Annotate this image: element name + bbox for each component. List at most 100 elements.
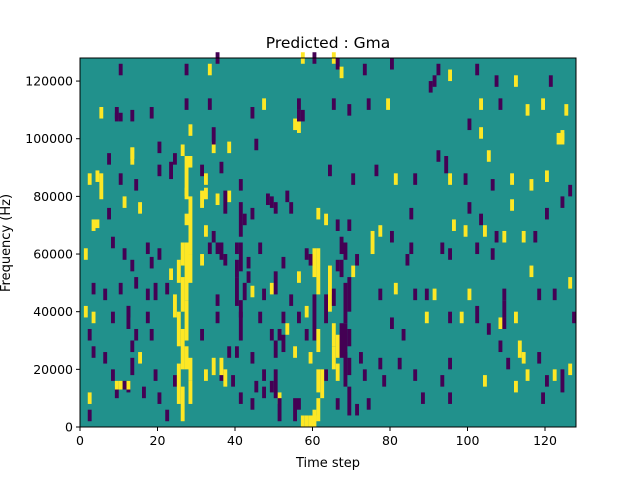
heatmap-cell [541,392,545,404]
heatmap-cell [362,63,367,76]
heatmap-cell [312,248,317,278]
heatmap-cell [235,242,239,255]
heatmap-cell [343,352,348,387]
heatmap-cell [328,265,332,295]
heatmap-cell [424,311,429,324]
heatmap-cell [339,323,344,358]
heatmap-cell [219,161,224,174]
heatmap-cell [122,196,127,208]
heatmap-cell [130,109,135,122]
heatmap-cell [545,375,549,387]
heatmap-cell [494,230,499,243]
heatmap-cell [235,346,239,358]
heatmap-cell [297,98,301,110]
heatmap-cell [118,173,123,185]
heatmap-cell [200,328,204,341]
heatmap-cell [316,398,321,422]
heatmap-cell [521,352,526,364]
heatmap-cell [173,375,177,387]
heatmap-cell [223,254,228,266]
heatmap-cell [211,357,216,376]
heatmap-cell [157,248,162,260]
heatmap-cell [413,288,418,301]
y-tick-label: 40000 [33,304,73,319]
heatmap-cell [297,271,301,283]
heatmap-cell [254,138,259,151]
heatmap-cell [242,282,247,301]
heatmap-cell [176,311,181,347]
heatmap-cell [347,386,352,416]
heatmap-cell [200,254,204,266]
heatmap-cell [277,398,282,422]
heatmap-cell [343,323,348,358]
heatmap-cell [378,288,383,301]
heatmap-cell [118,112,123,122]
heatmap-cell [347,357,352,376]
heatmap-cell [320,369,325,399]
heatmap-cell [215,193,220,206]
heatmap-cell [215,311,220,324]
plot-area [79,52,577,428]
heatmap-cell [235,277,239,306]
heatmap-cell [184,213,189,226]
heatmap-cell [269,328,274,341]
heatmap-cell [362,369,367,381]
heatmap-cell [269,380,274,393]
heatmap-cell [486,323,491,335]
heatmap-cell [149,256,154,269]
heatmap-cell [545,207,549,220]
heatmap-cell [173,153,177,165]
heatmap-cell [111,311,115,324]
heatmap-cell [126,305,131,329]
heatmap-cell [262,98,266,110]
heatmap-cell [200,164,204,177]
heatmap-cell [339,66,344,79]
heatmap-cell [273,340,278,358]
heatmap-cell [207,63,212,76]
heatmap-cell [409,242,414,255]
heatmap-cell [339,259,344,278]
heatmap-cell [490,248,495,260]
heatmap-cell [250,352,255,364]
heatmap-cell [238,392,243,404]
heatmap-cell [188,156,193,168]
heatmap-cell [297,311,301,324]
heatmap-cell [297,121,301,133]
heatmap-cell [126,380,131,390]
heatmap-cell [343,242,348,260]
heatmap-cell [401,328,406,341]
heatmap-cell [548,75,553,87]
heatmap-cell [390,230,394,243]
heatmap-cell [448,173,452,185]
heatmap-cell [564,104,569,116]
heatmap-cell [99,173,104,200]
heatmap-cell [514,75,518,87]
heatmap-cell [134,277,139,289]
heatmap-cell [184,63,189,76]
heatmap-cell [448,69,452,82]
heatmap-cell [331,346,336,370]
heatmap-cell [405,254,410,266]
x-axis: 0 20 40 60 80 100 120 [76,427,557,448]
heatmap-cell [312,415,317,427]
heatmap-cell [246,256,251,269]
heatmap-cell [145,311,150,324]
plot-frame [79,57,577,428]
heatmap-cell [223,190,228,214]
heatmap-cell [316,328,321,353]
heatmap-cell [204,369,208,381]
heatmap-cell [262,386,266,399]
heatmap-cell [250,285,255,298]
y-tick-label: 60000 [33,247,73,262]
heatmap-cell [335,219,340,231]
heatmap-cell [200,190,204,208]
heatmap-cell [545,170,549,182]
y-tick-label: 80000 [33,189,73,204]
heatmap-cell [87,392,92,404]
heatmap-cell [153,369,158,381]
heatmap-cell [285,190,290,203]
heatmap-cell [308,352,313,364]
heatmap-background [80,58,576,427]
heatmap-cell [359,352,363,364]
x-tick-label: 100 [456,433,480,448]
